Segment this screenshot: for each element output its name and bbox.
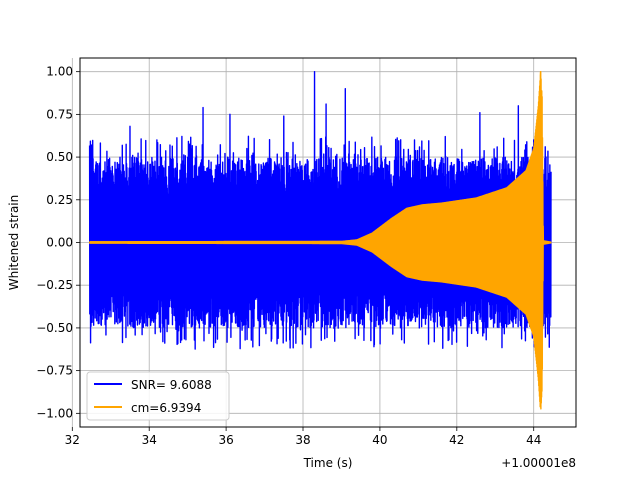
plot-series xyxy=(88,70,552,410)
x-tick-label: 38 xyxy=(295,433,310,447)
x-tick-label: 40 xyxy=(372,433,387,447)
x-tick-label: 34 xyxy=(142,433,157,447)
y-tick-label: −1.00 xyxy=(36,406,73,420)
y-tick-label: 0.50 xyxy=(46,150,73,164)
x-tick-label: 44 xyxy=(526,433,541,447)
legend-label-snr: SNR= 9.6088 xyxy=(131,378,212,392)
x-tick-label: 36 xyxy=(218,433,233,447)
x-tick-label: 32 xyxy=(65,433,80,447)
axis-ticks: 32 34 36 38 40 42 44 −1.00 −0.75 −0.50 −0.25 0.00 0.… xyxy=(36,65,541,447)
x-tick-label: 42 xyxy=(449,433,464,447)
y-tick-label: 1.00 xyxy=(46,65,73,79)
y-tick-label: 0.25 xyxy=(46,193,73,207)
legend: SNR= 9.6088 cm=6.9394 xyxy=(86,371,230,421)
y-tick-label: 0.75 xyxy=(46,107,73,121)
legend-label-cm: cm=6.9394 xyxy=(131,401,201,415)
y-axis-label: Whitened strain xyxy=(7,195,21,291)
x-offset-label: +1.00001e8 xyxy=(501,456,576,470)
x-axis-label: Time (s) xyxy=(303,456,353,470)
series-line-cm xyxy=(88,70,552,410)
legend-box xyxy=(86,371,230,421)
y-tick-label: −0.75 xyxy=(36,364,73,378)
series-line-snr xyxy=(88,70,552,350)
y-tick-label: −0.50 xyxy=(36,321,73,335)
y-tick-label: −0.25 xyxy=(36,278,73,292)
y-tick-label: 0.00 xyxy=(46,236,73,250)
